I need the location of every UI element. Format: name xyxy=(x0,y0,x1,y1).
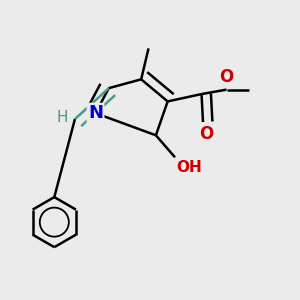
Text: N: N xyxy=(88,104,103,122)
Text: H: H xyxy=(56,110,68,125)
Text: O: O xyxy=(219,68,234,86)
Text: OH: OH xyxy=(176,160,202,175)
Text: O: O xyxy=(199,125,213,143)
